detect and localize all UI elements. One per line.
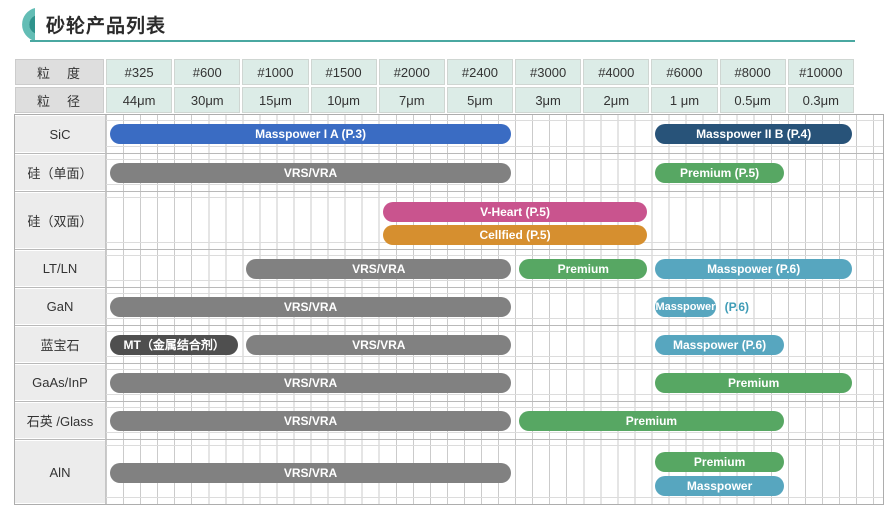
material-label: 蓝宝石: [15, 325, 105, 363]
title-underline: [30, 40, 855, 42]
size-value-cell: 15μm: [241, 86, 309, 114]
grit-value-cell: #1000: [241, 58, 309, 86]
product-range-bar: Masspower I A (P.3): [110, 124, 512, 144]
material-label: GaN: [15, 287, 105, 325]
row-chart-area: MT（金属结合剂） VRS/VRA Masspower (P.6): [105, 325, 883, 363]
grit-value-cell: #600: [173, 58, 241, 86]
size-value-cell: 44μm: [105, 86, 173, 114]
product-range-bar: Premium (P.5): [655, 163, 784, 183]
material-row: 硅（双面） V-Heart (P.5) Cellfied (P.5): [15, 191, 883, 249]
grit-value-cell: #8000: [719, 58, 787, 86]
material-row: AlN VRS/VRA Premium Masspower: [15, 439, 883, 504]
size-value-cell: 10μm: [310, 86, 378, 114]
material-label: 硅（双面）: [15, 191, 105, 249]
row-chart-area: VRS/VRA Masspower (P.6): [105, 287, 883, 325]
crescent-logo-icon: [22, 8, 35, 41]
material-row: GaAs/InP VRS/VRA Premium: [15, 363, 883, 401]
product-range-bar: V-Heart (P.5): [382, 202, 648, 222]
size-value-cell: 2μm: [582, 86, 650, 114]
row-chart-area: VRS/VRA Premium Masspower (P.6): [105, 249, 883, 287]
size-value-cell: 0.5μm: [719, 86, 787, 114]
product-range-bar: Masspower (P.6): [655, 259, 852, 279]
material-label: SiC: [15, 115, 105, 153]
product-range-bar: VRS/VRA: [110, 373, 512, 393]
product-range-bar: Premium: [655, 373, 852, 393]
material-label: AlN: [15, 439, 105, 504]
size-value-cell: 30μm: [173, 86, 241, 114]
grit-value-cell: #3000: [514, 58, 582, 86]
material-label: 硅（单面）: [15, 153, 105, 191]
product-range-bar: Masspower (P.6): [655, 335, 784, 355]
product-range-bar: VRS/VRA: [246, 259, 512, 279]
bar-page-ref-text: (P.6): [724, 300, 750, 314]
product-range-bar: Masspower: [655, 476, 784, 496]
product-range-bar: Premium: [655, 452, 784, 472]
grit-value-cell: #2000: [378, 58, 446, 86]
size-value-cell: 3μm: [514, 86, 582, 114]
grit-value-cell: #2400: [446, 58, 514, 86]
row-chart-area: VRS/VRA Premium (P.5): [105, 153, 883, 191]
product-range-bar: VRS/VRA: [110, 163, 512, 183]
material-row: GaN VRS/VRA Masspower (P.6): [15, 287, 883, 325]
page-title: 砂轮产品列表: [46, 16, 167, 37]
size-header-row: 粒 径 44μm 30μm 15μm 10μm 7μm 5μm 3μm 2μm 1 μm 0.5μm…: [14, 86, 884, 114]
product-rows: SiC Masspower I A (P.3) Masspower II B (P.…: [14, 114, 884, 505]
material-label: GaAs/InP: [15, 363, 105, 401]
row-chart-area: VRS/VRA Premium: [105, 401, 883, 439]
product-range-bar: VRS/VRA: [110, 297, 512, 317]
product-range-bar: Cellfied (P.5): [382, 225, 648, 245]
material-row: 蓝宝石 MT（金属结合剂） VRS/VRA Masspower (P.6): [15, 325, 883, 363]
size-axis-label: 粒 径: [14, 86, 105, 114]
product-range-bar: Premium: [519, 411, 784, 431]
size-value-cell: 7μm: [378, 86, 446, 114]
grit-value-cell: #6000: [650, 58, 718, 86]
product-range-bar: MT（金属结合剂）: [110, 335, 239, 355]
size-value-cell: 1 μm: [650, 86, 718, 114]
page-header: 砂轮产品列表: [10, 7, 166, 42]
row-chart-area: V-Heart (P.5) Cellfied (P.5): [105, 191, 883, 249]
size-value-cell: 0.3μm: [787, 86, 855, 114]
size-value-cell: 5μm: [446, 86, 514, 114]
material-row: 石英 /Glass VRS/VRA Premium: [15, 401, 883, 439]
product-range-bar: Masspower: [655, 297, 716, 317]
material-label: LT/LN: [15, 249, 105, 287]
grit-value-cell: #10000: [787, 58, 855, 86]
grit-value-cell: #325: [105, 58, 173, 86]
row-chart-area: Masspower I A (P.3) Masspower II B (P.4): [105, 115, 883, 153]
row-chart-area: VRS/VRA Premium Masspower: [105, 439, 883, 504]
material-row: LT/LN VRS/VRA Premium Masspower (P.6): [15, 249, 883, 287]
product-range-bar: Premium: [519, 259, 648, 279]
grit-header-row: 粒 度 #325 #600 #1000 #1500 #2000 #2400 #3000 #400…: [14, 58, 884, 86]
product-table: 粒 度 #325 #600 #1000 #1500 #2000 #2400 #3000 #400…: [14, 58, 884, 505]
product-range-bar: VRS/VRA: [110, 463, 512, 483]
material-label: 石英 /Glass: [15, 401, 105, 439]
grit-value-cell: #4000: [582, 58, 650, 86]
grit-value-cell: #1500: [310, 58, 378, 86]
grit-axis-label: 粒 度: [14, 58, 105, 86]
row-chart-area: VRS/VRA Premium: [105, 363, 883, 401]
product-range-bar: VRS/VRA: [110, 411, 512, 431]
material-row: SiC Masspower I A (P.3) Masspower II B (P.…: [15, 115, 883, 153]
product-range-bar: VRS/VRA: [246, 335, 512, 355]
product-range-bar: Masspower II B (P.4): [655, 124, 852, 144]
material-row: 硅（单面） VRS/VRA Premium (P.5): [15, 153, 883, 191]
